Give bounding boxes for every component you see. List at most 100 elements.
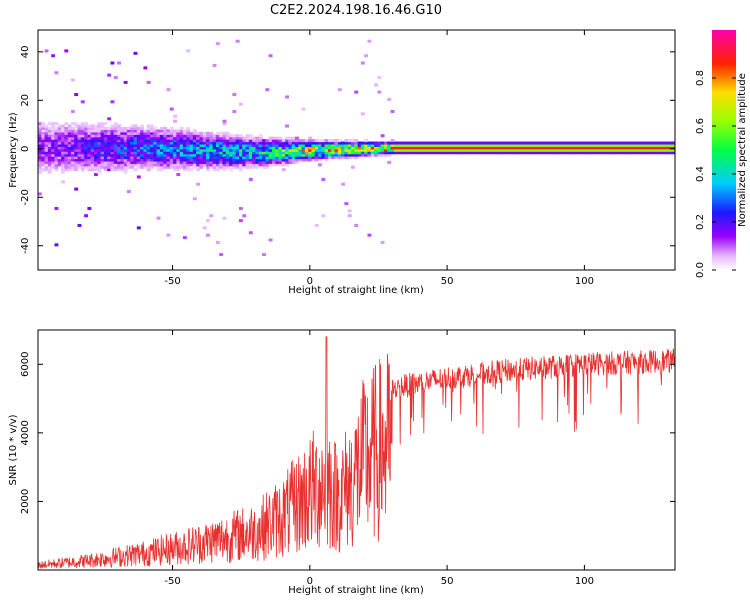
heatmap-cell [54, 129, 59, 133]
heatmap-cell [38, 168, 42, 172]
heatmap-cell [70, 146, 75, 150]
heatmap-cell [430, 146, 434, 150]
heatmap-cell [634, 148, 639, 152]
heatmap-cell [627, 148, 632, 152]
heatmap-cell [321, 148, 326, 152]
heatmap-cell [568, 151, 573, 155]
heatmap-cell [150, 124, 154, 128]
heatmap-cell [169, 107, 174, 111]
heatmap-cell [70, 168, 75, 172]
heatmap-cell [337, 146, 342, 150]
heatmap-cell [486, 141, 490, 145]
heatmap-cell [209, 141, 214, 145]
heatmap-cell [657, 151, 662, 155]
heatmap-cell [192, 163, 197, 167]
heatmap-cell [166, 153, 171, 157]
heatmap-cell [614, 151, 619, 155]
heatmap-cell [199, 165, 204, 169]
heatmap-cell [103, 134, 108, 138]
heatmap-cell [169, 146, 174, 150]
heatmap-cell [41, 163, 46, 167]
heatmap-cell [206, 141, 210, 145]
heatmap-cell [74, 163, 79, 167]
heatmap-cell [140, 141, 145, 145]
heatmap-cell [400, 151, 405, 155]
heatmap-cell [67, 148, 72, 152]
heatmap-cell [334, 153, 339, 157]
snr-axes-frame [37, 329, 676, 571]
heatmap-cell [97, 134, 102, 138]
heatmap-cell [255, 143, 260, 147]
heatmap-cell [304, 146, 309, 150]
heatmap-cell [163, 143, 168, 147]
heatmap-cell [433, 151, 438, 155]
heatmap-cell [84, 148, 89, 152]
heatmap-cell [495, 141, 500, 145]
heatmap-cell [298, 141, 303, 145]
heatmap-cell [74, 156, 79, 160]
heatmap-cell [51, 54, 56, 58]
heatmap-cell [278, 146, 283, 150]
heatmap-cell [150, 148, 154, 152]
heatmap-cell [383, 153, 388, 157]
heatmap-cell [61, 170, 65, 174]
heatmap-cell [624, 146, 629, 150]
heatmap-cell [390, 141, 395, 145]
heatmap-cell [463, 143, 467, 147]
heatmap-cell [169, 156, 174, 160]
heatmap-cell [331, 148, 336, 152]
heatmap-cell [420, 148, 425, 152]
heatmap-cell [136, 146, 141, 150]
heatmap-cell [433, 143, 438, 147]
heatmap-cell [120, 131, 125, 135]
heatmap-cell [670, 151, 675, 155]
heatmap-cell [235, 139, 240, 143]
heatmap-cell [390, 139, 395, 143]
heatmap-cell [383, 143, 388, 147]
colorbar-tick-label: 0.2 [695, 214, 706, 230]
heatmap-cell [281, 168, 286, 172]
heatmap-cell [110, 160, 115, 164]
heatmap-cell [186, 134, 191, 138]
heatmap-cell [327, 146, 332, 150]
heatmap-cell [604, 143, 609, 147]
heatmap-cell [578, 148, 583, 152]
heatmap-cell [110, 134, 115, 138]
heatmap-cell [318, 146, 322, 150]
heatmap-cell [400, 143, 405, 147]
heatmap-cell [199, 156, 204, 160]
y-tick-label: 0 [20, 146, 31, 152]
heatmap-cell [113, 168, 118, 172]
heatmap-cell [235, 156, 240, 160]
heatmap-cell [248, 141, 253, 145]
heatmap-cell [321, 214, 326, 218]
heatmap-cell [77, 131, 82, 135]
heatmap-cell [380, 151, 385, 155]
heatmap-cell [420, 151, 425, 155]
heatmap-cell [588, 146, 593, 150]
heatmap-cell [571, 141, 576, 145]
heatmap-cell [120, 148, 125, 152]
heatmap-cell [314, 223, 319, 227]
heatmap-cell [229, 153, 233, 157]
heatmap-cell [364, 141, 369, 145]
heatmap-cell [654, 151, 659, 155]
heatmap-cell [242, 136, 247, 140]
heatmap-cell [294, 139, 299, 143]
heatmap-cell [80, 122, 85, 126]
heatmap-cell [113, 153, 118, 157]
heatmap-cell [654, 141, 659, 145]
heatmap-cell [136, 148, 141, 152]
heatmap-cell [120, 146, 125, 150]
heatmap-cell [360, 61, 365, 65]
heatmap-cell [70, 156, 75, 160]
heatmap-cell [186, 129, 191, 133]
heatmap-cell [166, 151, 171, 155]
heatmap-cell [74, 139, 79, 143]
heatmap-cell [38, 192, 42, 196]
heatmap-cell [495, 143, 500, 147]
heatmap-cell [173, 158, 177, 162]
heatmap-cell [54, 165, 59, 169]
heatmap-cell [238, 168, 243, 172]
